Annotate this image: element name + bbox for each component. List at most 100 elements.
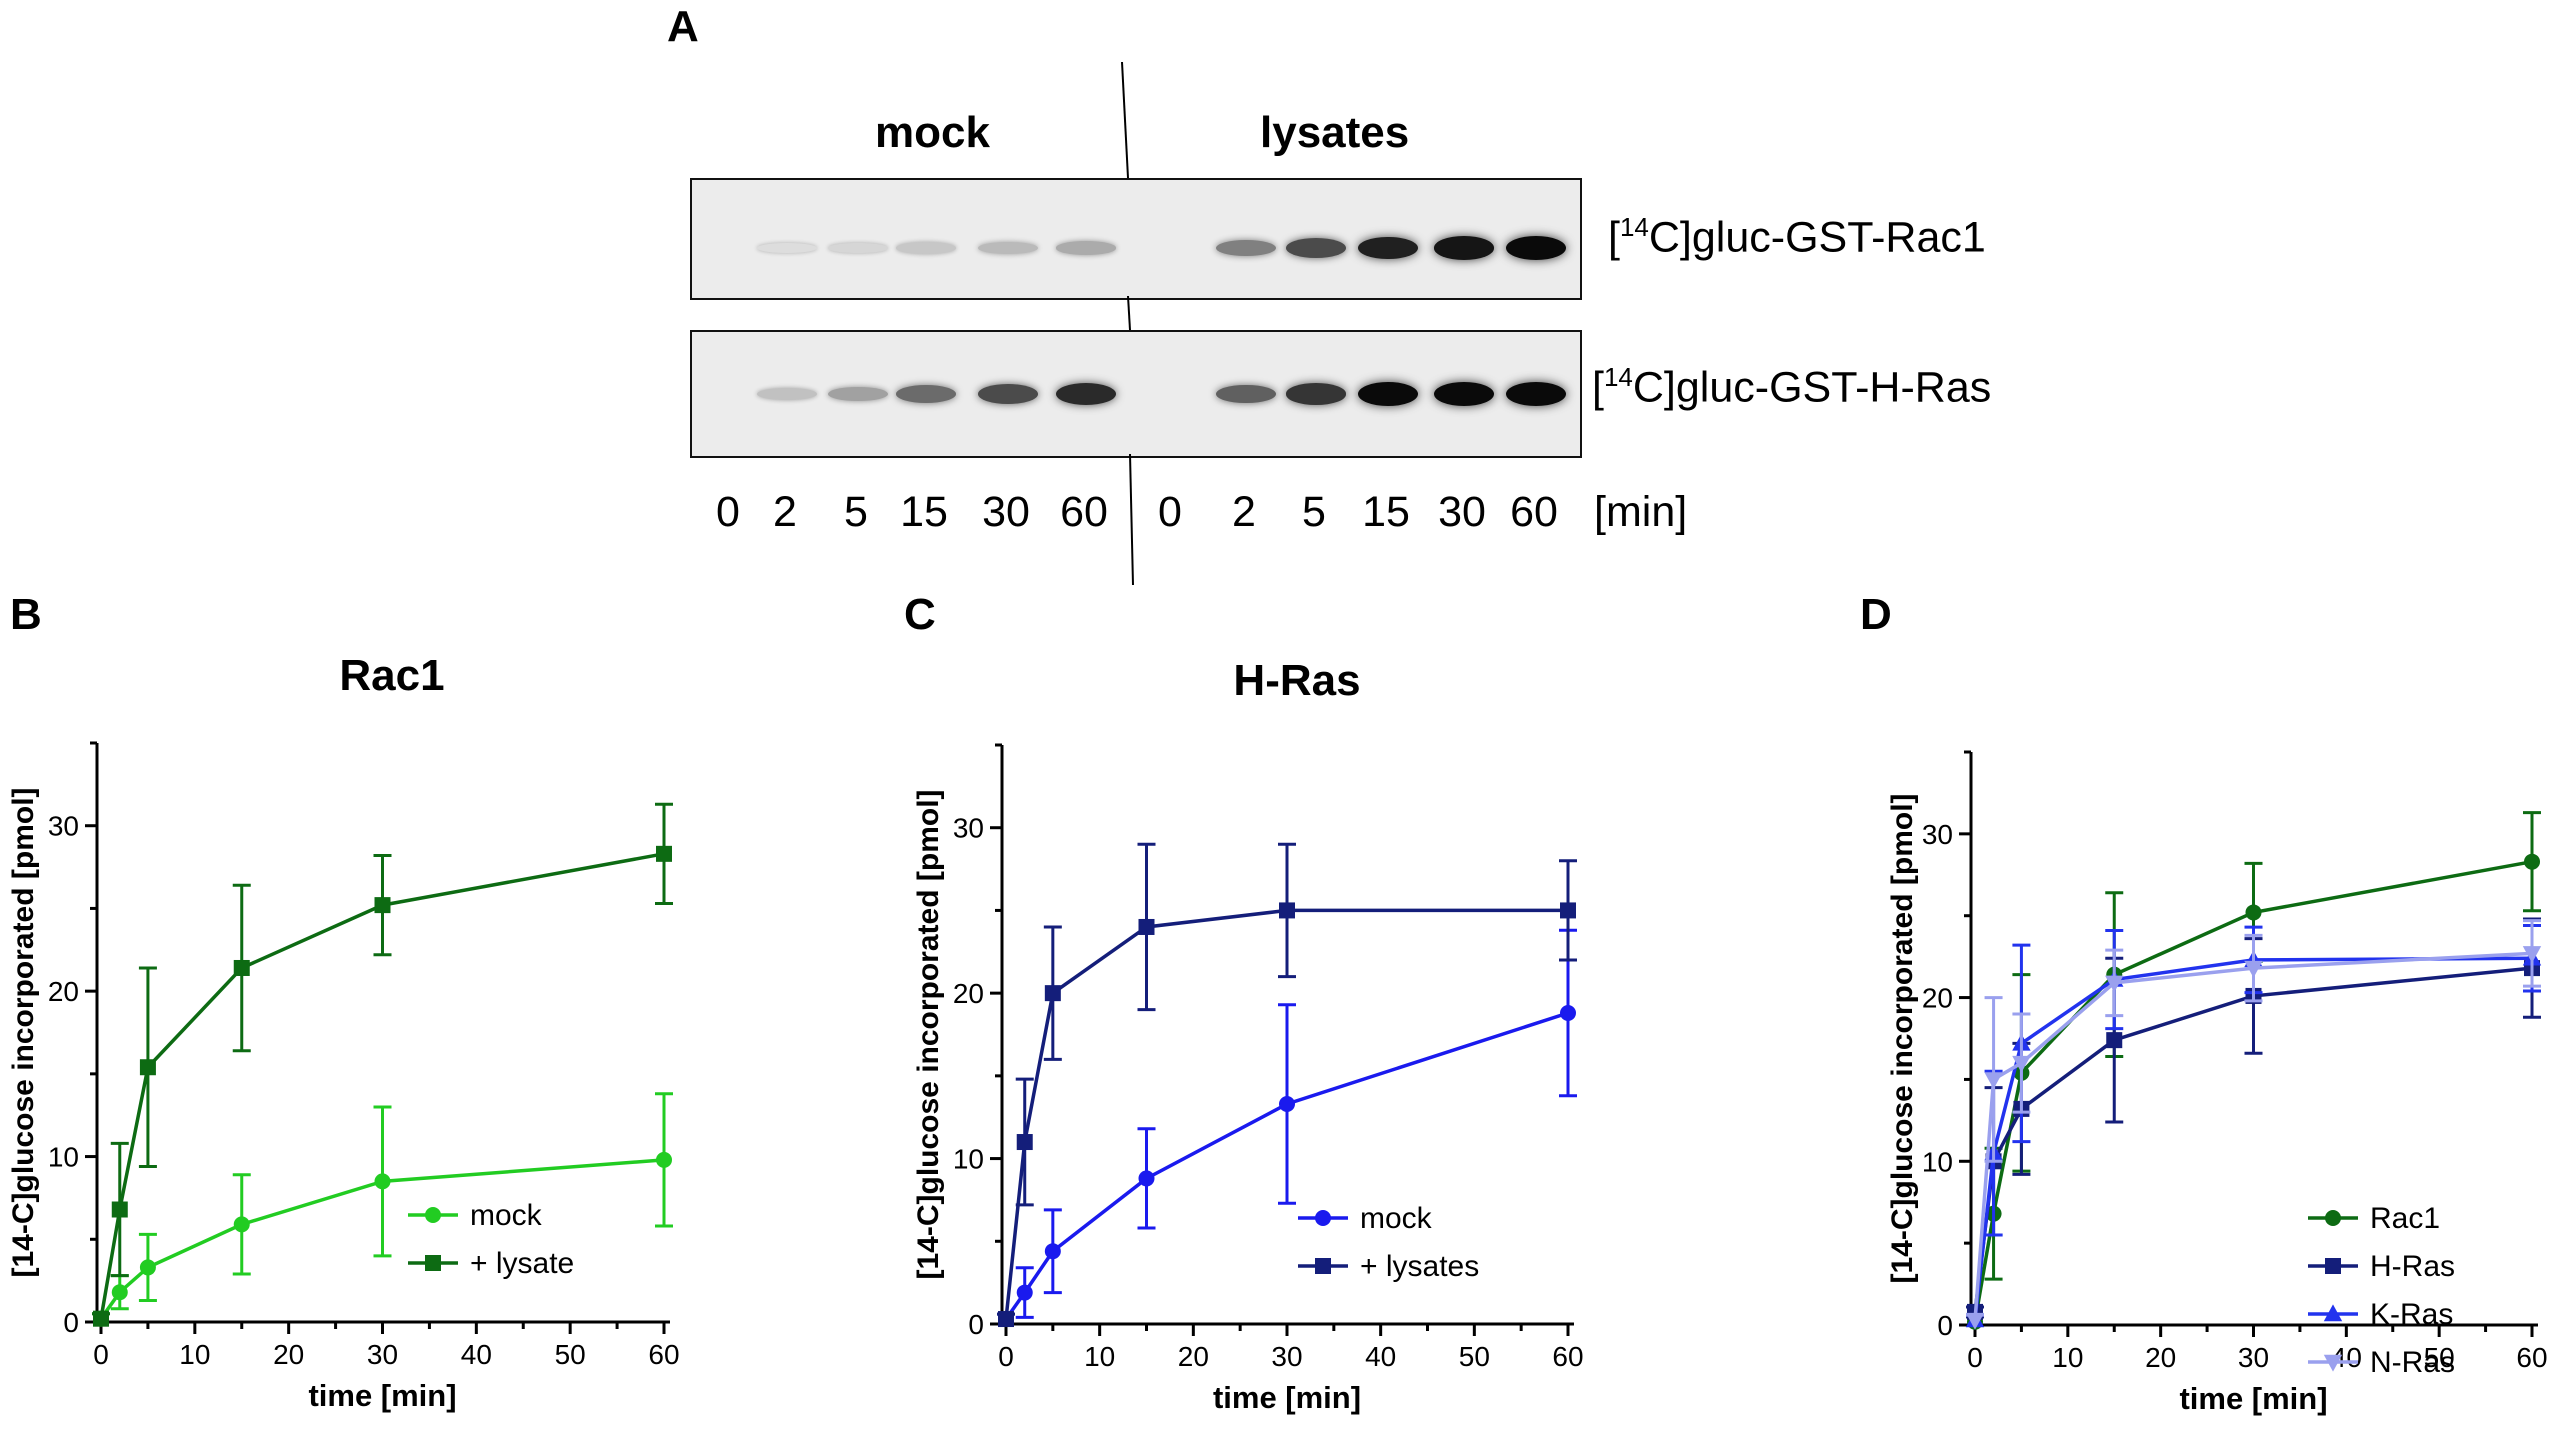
blot-band [1434,382,1494,406]
x-tick-label: 60 [648,1339,679,1370]
blot-band [1434,236,1494,260]
lane-label: 30 [1438,488,1486,536]
data-point [1984,1072,2003,1090]
blot-label-rac1-rest: C]gluc-GST-Rac1 [1648,213,1986,262]
lane-label: 5 [844,488,868,536]
data-point [1138,918,1155,935]
x-tick-label: 30 [367,1339,398,1370]
blot-row-hras [690,330,1582,458]
blot-band [828,242,888,254]
legend-label: K-Ras [2370,1298,2453,1331]
data-point [111,1201,128,1218]
x-tick-label: 20 [1178,1341,1209,1372]
blot-band [1506,236,1566,260]
lane-label: 2 [773,488,797,536]
lane-label: 0 [716,488,740,536]
data-point [2012,1055,2031,1073]
lane-label: 0 [1158,488,1182,536]
blot-label-hras-rest: C]gluc-GST-H-Ras [1632,363,1992,412]
x-tick-label: 40 [1365,1341,1396,1372]
data-point [93,1310,109,1327]
blot-band [1286,238,1346,258]
series-line [1973,951,2533,1321]
blot-band [1286,383,1346,405]
legend-label: mock [470,1199,543,1232]
data-point [1016,1134,1033,1151]
data-point [2106,1032,2123,1049]
blot-band [1506,382,1566,406]
data-point [2323,1354,2343,1372]
x-tick-label: 0 [93,1339,109,1370]
legend-label: mock [1360,1202,1433,1235]
x-tick-label: 10 [179,1339,210,1370]
data-point [1279,902,1295,919]
data-point [374,897,391,914]
x-tick-label: 10 [1084,1341,1115,1372]
panel-letter-c: C [904,590,936,639]
y-tick-label: 10 [1922,1146,1953,1177]
lane-label: 60 [1510,488,1558,536]
x-tick-label: 0 [998,1341,1014,1372]
x-tick-label: 50 [1459,1341,1490,1372]
blot-group-mock: mock [875,108,990,157]
x-axis-label: time [min] [1213,1380,1361,1415]
blot-band [978,384,1038,404]
x-tick-label: 20 [2145,1342,2176,1373]
blot-band [1056,383,1116,405]
chart-title: Rac1 [339,651,444,700]
x-tick-label: 10 [2052,1342,2083,1373]
data-point [2522,946,2542,963]
blot-band [828,386,888,402]
data-point [656,845,672,862]
blot-band [896,385,956,403]
blot-label-rac1-prefix: [ [1608,213,1620,262]
lane-label: 15 [900,488,948,536]
blot-band [1056,241,1116,255]
legend-label: + lysates [1360,1250,1479,1283]
data-point [1016,1284,1033,1301]
data-point [425,1207,441,1223]
panel-letter-b: B [10,590,42,639]
panel-letter-d: D [1860,590,1892,639]
data-point [656,1151,672,1168]
y-tick-label: 30 [48,811,79,842]
x-tick-label: 40 [461,1339,492,1370]
data-point [425,1255,441,1271]
y-tick-label: 20 [48,976,79,1007]
data-point [2245,904,2262,921]
data-point [1279,1095,1295,1112]
legend-label: Rac1 [2370,1202,2440,1235]
x-tick-label: 50 [555,1339,586,1370]
y-tick-label: 0 [63,1307,79,1338]
data-point [1138,1170,1155,1187]
data-point [233,1216,250,1233]
blot-row-rac1 [690,178,1582,300]
data-point [2524,853,2540,870]
series-line [1973,956,2533,1321]
x-tick-label: 60 [2516,1342,2547,1373]
y-tick-label: 0 [968,1309,984,1340]
y-axis-label: [14-C]glucose incorporated [pmol] [1886,793,1919,1283]
legend-label: N-Ras [2370,1346,2455,1379]
y-tick-label: 20 [1922,983,1953,1014]
series-line [1004,908,1568,1320]
series-line [99,852,665,1319]
blot-band [1216,384,1276,404]
blot-group-lysates: lysates [1260,108,1410,157]
y-tick-label: 10 [953,1144,984,1175]
blot-band [757,387,817,401]
data-point [2105,975,2124,993]
blot-band [896,242,956,254]
y-tick-label: 10 [48,1142,79,1173]
x-axis-label: time [min] [308,1378,456,1413]
y-tick-label: 20 [953,978,984,1009]
blot-band [757,242,817,254]
data-point [1965,1312,1985,1330]
blot-label-hras-prefix: [ [1592,363,1604,412]
y-axis-label: [14-C]glucose incorporated [pmol] [7,787,40,1277]
blot-label-hras-sup: 14 [1603,362,1633,392]
blot-label-rac1-sup: 14 [1619,212,1649,242]
data-point [1044,985,1061,1002]
data-point [1560,1004,1576,1021]
y-tick-label: 30 [1922,819,1953,850]
